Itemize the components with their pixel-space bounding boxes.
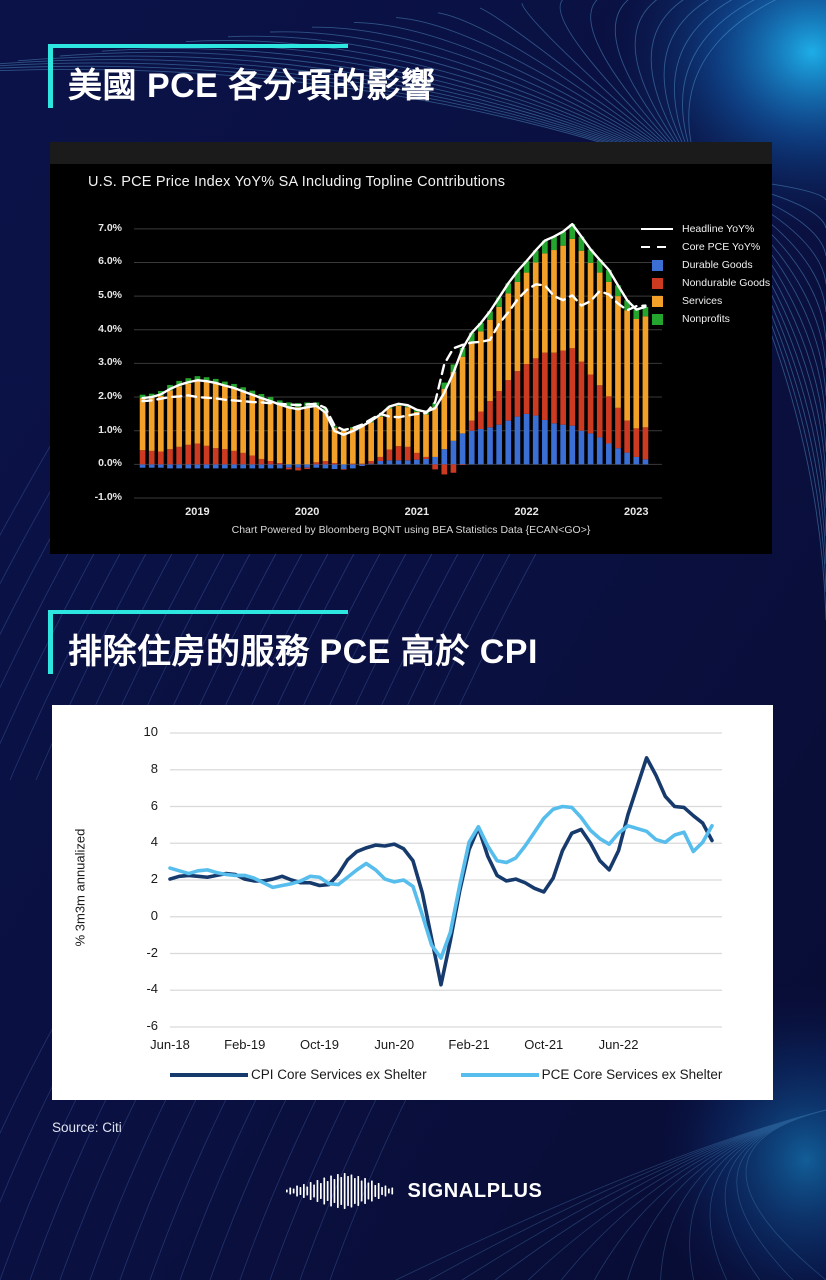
chart1-x-tick-label: 2020 bbox=[294, 506, 320, 518]
chart2-legend-item: CPI Core Services ex Shelter bbox=[170, 1067, 427, 1082]
chart1-y-tick-label: 6.0% bbox=[98, 255, 122, 268]
chart1-x-tick-label: 2019 bbox=[185, 506, 210, 518]
chart2-y-tick-label: 6 bbox=[150, 797, 158, 813]
page-title-1: 美國 PCE 各分項的影響 bbox=[68, 67, 436, 105]
title-accent-bracket-2 bbox=[48, 610, 348, 674]
chart-panel-pce-contributions: U.S. PCE Price Index YoY% SA Including T… bbox=[50, 142, 772, 554]
chart1-y-tick-label: 1.0% bbox=[98, 423, 122, 436]
chart2-x-tick-label: Jun-22 bbox=[598, 1037, 639, 1052]
chart2-y-tick-label: 8 bbox=[150, 760, 158, 776]
chart1-legend-label: Nondurable Goods bbox=[682, 277, 771, 289]
chart2-legend-swatch bbox=[460, 1072, 539, 1077]
chart-panel-core-services: % 3m3m annualized CPI Core Services ex S… bbox=[52, 705, 773, 1100]
page-title-2: 排除住房的服務 PCE 高於 CPI bbox=[68, 633, 538, 671]
chart2-y-tick-label: -6 bbox=[146, 1018, 158, 1033]
chart1-legend-key bbox=[640, 312, 674, 326]
brand-name: SIGNALPLUS bbox=[407, 1179, 543, 1202]
chart1-legend-key bbox=[640, 222, 674, 236]
chart2-x-tick-label: Feb-19 bbox=[224, 1037, 266, 1052]
chart1-y-tick-label: 0.0% bbox=[98, 457, 122, 470]
chart2-x-tick-label: Feb-21 bbox=[448, 1037, 490, 1052]
chart2-legend: CPI Core Services ex Shelter PCE Core Ser… bbox=[170, 1067, 722, 1082]
chart1-legend: Headline YoY% Core PCE YoY% Durable Goods N… bbox=[640, 220, 770, 328]
chart1-x-tick-label: 2021 bbox=[404, 506, 430, 518]
chart-header-strip bbox=[50, 142, 772, 164]
chart2-y-axis-title: % 3m3m annualized bbox=[72, 828, 88, 947]
chart1-legend-label: Core PCE YoY% bbox=[682, 241, 761, 253]
title-accent-bracket bbox=[48, 44, 348, 108]
chart1-legend-item: Nondurable Goods bbox=[640, 274, 770, 292]
chart1-y-tick-label: 7.0% bbox=[98, 221, 122, 234]
chart1-y-tick-label: 5.0% bbox=[98, 289, 122, 302]
waveform-icon bbox=[285, 1173, 393, 1209]
section-heading-1: 美國 PCE 各分項的影響 bbox=[48, 44, 468, 112]
section-heading-2: 排除住房的服務 PCE 高於 CPI bbox=[48, 610, 648, 678]
chart2-x-tick-label: Jun-18 bbox=[150, 1037, 190, 1052]
chart1-plot-area bbox=[134, 222, 662, 499]
chart1-legend-key bbox=[640, 240, 674, 254]
chart2-x-tick-label: Oct-19 bbox=[300, 1037, 340, 1052]
chart1-legend-item: Headline YoY% bbox=[640, 220, 770, 238]
chart2-plot-area bbox=[168, 732, 722, 1028]
chart2-y-tick-label: 10 bbox=[143, 724, 158, 739]
chart2-legend-swatch bbox=[170, 1072, 248, 1077]
chart2-y-tick-label: 2 bbox=[150, 871, 158, 886]
chart1-legend-label: Services bbox=[682, 295, 723, 307]
chart2-y-tick-label: 0 bbox=[150, 907, 158, 923]
chart1-legend-key bbox=[640, 276, 674, 290]
accent-bar-top-2 bbox=[48, 610, 348, 614]
chart1-y-tick-label: -1.0% bbox=[94, 491, 122, 503]
accent-bar-top bbox=[48, 44, 348, 48]
footer-brand: SIGNALPLUS bbox=[0, 1170, 826, 1212]
chart2-x-tick-label: Jun-20 bbox=[374, 1037, 415, 1052]
accent-bar-left-2 bbox=[48, 610, 53, 674]
chart1-y-tick-label: 4.0% bbox=[98, 322, 122, 335]
chart2-y-tick-label: -4 bbox=[146, 981, 158, 997]
chart1-legend-item: Core PCE YoY% bbox=[640, 238, 770, 256]
chart2-legend-label: CPI Core Services ex Shelter bbox=[251, 1067, 427, 1082]
chart1-legend-item: Services bbox=[640, 292, 770, 310]
source-note: Source: Citi bbox=[52, 1120, 122, 1135]
chart1-legend-label: Nonprofits bbox=[682, 313, 730, 325]
chart1-legend-key bbox=[640, 258, 674, 272]
chart2-legend-label: PCE Core Services ex Shelter bbox=[541, 1067, 723, 1082]
chart1-footnote: Chart Powered by Bloomberg BQNT using BE… bbox=[231, 524, 591, 536]
chart1-legend-label: Headline YoY% bbox=[682, 223, 755, 235]
chart2-y-tick-label: -2 bbox=[146, 944, 158, 960]
accent-bar-left bbox=[48, 44, 53, 108]
chart1-legend-item: Nonprofits bbox=[640, 310, 770, 328]
chart1-legend-item: Durable Goods bbox=[640, 256, 770, 274]
chart1-legend-label: Durable Goods bbox=[682, 259, 753, 271]
chart2-legend-item: PCE Core Services ex Shelter bbox=[460, 1067, 723, 1082]
chart2-y-tick-label: 4 bbox=[150, 834, 158, 850]
chart1-y-tick-label: 3.0% bbox=[98, 356, 122, 369]
chart1-legend-key bbox=[640, 294, 674, 308]
chart1-y-tick-label: 2.0% bbox=[98, 390, 122, 403]
chart1-title: U.S. PCE Price Index YoY% SA Including T… bbox=[88, 174, 506, 190]
chart1-x-tick-label: 2023 bbox=[624, 506, 649, 518]
chart1-x-tick-label: 2022 bbox=[514, 506, 539, 518]
chart2-x-tick-label: Oct-21 bbox=[524, 1037, 564, 1052]
